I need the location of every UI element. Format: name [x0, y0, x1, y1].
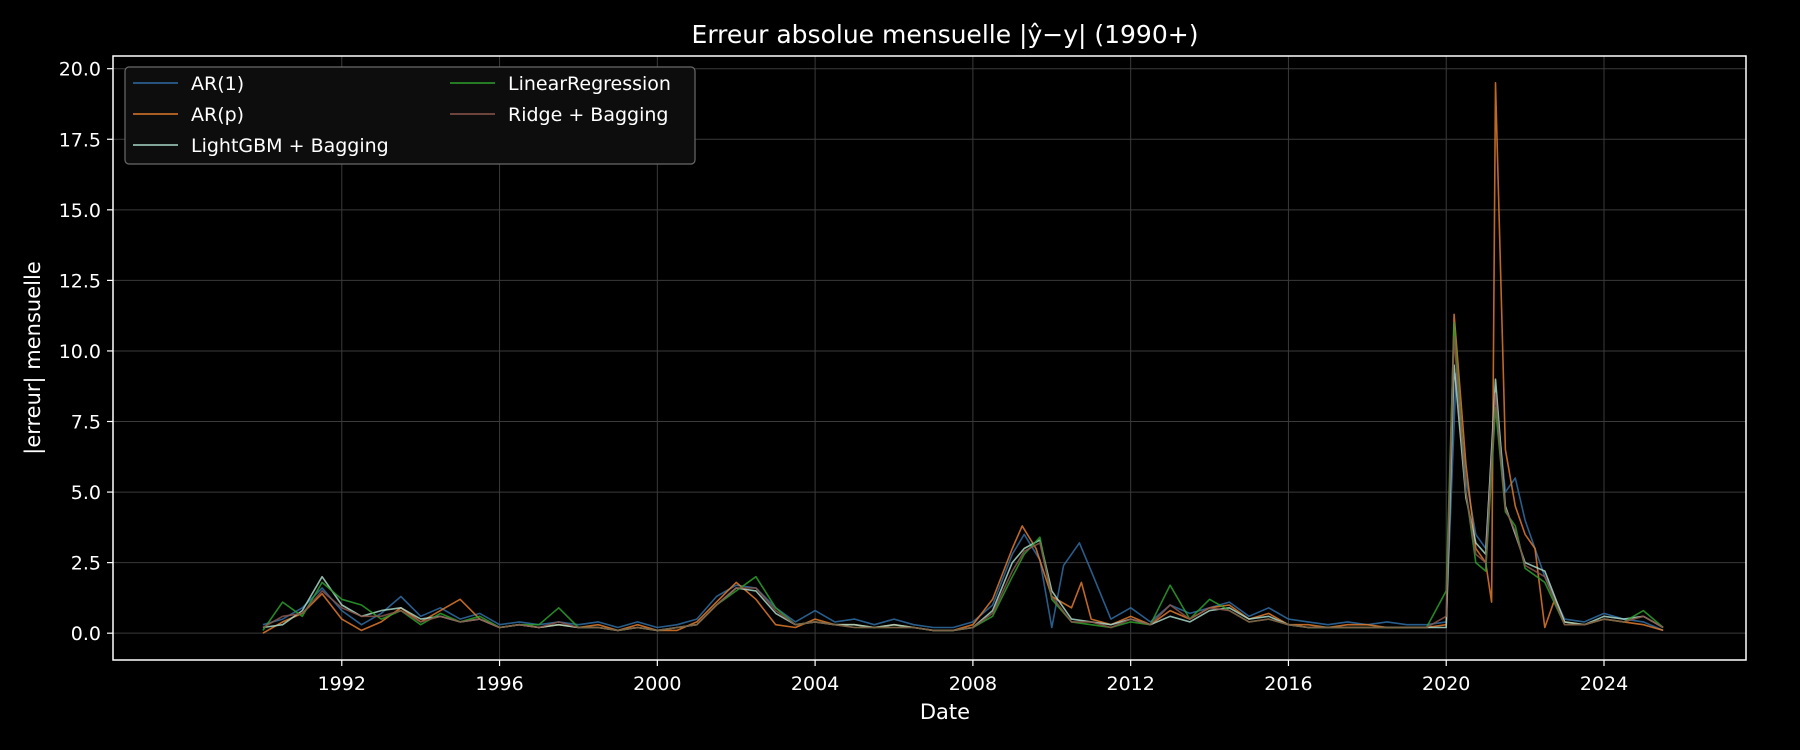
y-tick-label: 2.5 [71, 553, 101, 575]
y-tick-label: 15.0 [59, 200, 101, 222]
series-lines [262, 82, 1664, 634]
legend-label-0: AR(1) [191, 73, 244, 95]
y-tick-label: 5.0 [71, 482, 101, 504]
legend-label-3: LinearRegression [508, 73, 671, 95]
x-tick-label: 2020 [1422, 673, 1470, 695]
x-tick-label: 2004 [791, 673, 839, 695]
plot-frame [112, 55, 1747, 661]
x-tick-label: 2024 [1580, 673, 1628, 695]
series-line-0 [262, 372, 1664, 632]
x-axis-label: Date [920, 700, 970, 724]
y-axis-label: |erreur| mensuelle [21, 261, 46, 455]
x-axis-ticks: 1992 1996 2000 2004 2008 2012 2016 2020 2024 [318, 660, 1628, 695]
legend-label-1: AR(p) [191, 104, 244, 126]
chart-title: Erreur absolue mensuelle |ŷ−y| (1990+) [692, 20, 1199, 49]
legend-label-4: Ridge + Bagging [508, 104, 668, 126]
y-tick-label: 12.5 [59, 270, 101, 292]
x-tick-label: 1996 [475, 673, 523, 695]
x-tick-label: 2012 [1106, 673, 1154, 695]
y-axis-ticks: 0.0 2.5 5.0 7.5 10.0 12.5 15.0 17.5 20.0 [59, 59, 113, 645]
x-tick-label: 2016 [1264, 673, 1312, 695]
x-tick-label: 1992 [318, 673, 366, 695]
y-tick-label: 20.0 [59, 59, 101, 81]
legend-label-2: LightGBM + Bagging [191, 135, 389, 157]
y-tick-label: 17.5 [59, 129, 101, 151]
y-tick-label: 7.5 [71, 412, 101, 434]
x-tick-label: 2000 [633, 673, 681, 695]
y-tick-label: 0.0 [71, 623, 101, 645]
x-tick-label: 2008 [949, 673, 997, 695]
legend-box [124, 66, 696, 165]
y-tick-label: 10.0 [59, 341, 101, 363]
series-line-4 [262, 336, 1664, 632]
legend: AR(1) AR(p) LightGBM + Bagging LinearRegres… [124, 66, 696, 165]
